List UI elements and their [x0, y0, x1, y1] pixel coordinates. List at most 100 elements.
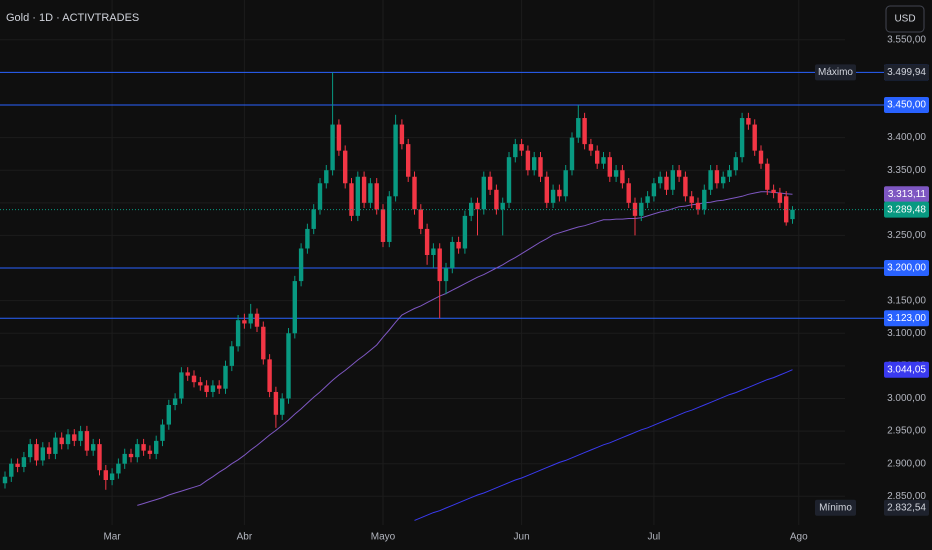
candle-body [368, 183, 373, 203]
candle-body [267, 359, 272, 392]
candle-body [739, 118, 745, 158]
candle-body [582, 118, 587, 145]
x-tick-label: Ago [790, 532, 808, 543]
candle-body [380, 209, 386, 242]
candle-body [714, 170, 720, 184]
candle-body [128, 453, 134, 458]
candle-body [525, 150, 531, 171]
candle-body [292, 281, 297, 334]
candle-body [506, 157, 512, 203]
candle-body [494, 189, 499, 210]
max-marker-text-box [815, 64, 856, 81]
candle-body [500, 202, 505, 210]
candle-body [557, 189, 562, 197]
candle-body [72, 434, 77, 441]
level-label-text: 3.200,00 [887, 263, 926, 274]
candle-body [418, 209, 423, 229]
candle-body [330, 124, 335, 171]
min-marker-label: 2.832,54 [887, 502, 926, 513]
chart-title: Gold · 1D · ACTIVTRADES [6, 12, 139, 24]
candle-body [588, 144, 594, 151]
candle-body [387, 196, 392, 242]
candle-body [752, 124, 757, 151]
candle-body [248, 313, 253, 324]
candle-body [563, 170, 568, 197]
candle-body [758, 150, 764, 164]
candle-body [576, 118, 581, 138]
candle-body [676, 170, 682, 177]
y-tick-label: 2.950,00 [887, 426, 926, 437]
candle-body [374, 183, 379, 210]
level-label-text: 3.123,00 [887, 313, 926, 324]
candle-body [607, 157, 612, 177]
candle-body [305, 228, 310, 249]
last-price-label-box [884, 201, 929, 218]
ma-label-box [884, 186, 929, 203]
candle-body [361, 176, 367, 203]
candle-body [355, 176, 360, 216]
candle-body [708, 170, 713, 190]
candle-body [721, 176, 726, 184]
candle-body [217, 385, 222, 389]
candle-body [689, 196, 694, 203]
x-tick-label: Mar [103, 532, 121, 543]
candle-body [97, 444, 102, 471]
candle-body [639, 202, 644, 216]
candle-body [544, 176, 549, 203]
currency-button-label[interactable]: USD [894, 14, 915, 25]
candle-body [147, 450, 153, 454]
candle-body [538, 157, 543, 177]
max-marker-label: 3.499,94 [887, 67, 926, 78]
candle-body [771, 189, 776, 194]
level-label-box [884, 97, 929, 113]
x-tick-label: Jun [514, 532, 530, 543]
candle-body [229, 346, 234, 366]
candle-body [437, 248, 442, 282]
candle-body [683, 176, 688, 197]
moving-average-line [414, 369, 793, 521]
min-marker-text-box [815, 499, 856, 516]
candle-body [59, 437, 64, 445]
candle-body [298, 248, 304, 282]
candle-body [311, 209, 316, 229]
candle-body [84, 431, 90, 451]
ma-label-box [884, 361, 929, 378]
y-tick-label: 3.100,00 [887, 328, 926, 339]
max-marker-box [884, 64, 929, 81]
candle-body [273, 391, 279, 415]
y-tick-label: 3.250,00 [887, 230, 926, 241]
candle-body [601, 157, 606, 164]
candle-body [406, 144, 411, 177]
candle-body [513, 144, 518, 158]
min-marker-text: Mínimo [819, 502, 852, 513]
candle-body [519, 144, 524, 151]
candle-body [336, 124, 342, 151]
y-tick-label: 3.550,00 [887, 34, 926, 45]
candle-body [28, 444, 33, 458]
currency-button[interactable] [885, 5, 925, 33]
candle-body [15, 463, 20, 467]
level-label-box [884, 260, 929, 277]
candle-body [235, 320, 241, 347]
candle-body [242, 320, 247, 324]
candle-body [532, 157, 537, 171]
candle-body [91, 444, 96, 451]
candle-body [443, 268, 449, 282]
last-price-label-text: 3.289,48 [887, 204, 926, 215]
candle-body [254, 313, 260, 327]
ma-label-text: 3.044,05 [887, 364, 926, 375]
candle-body [116, 463, 121, 474]
candle-body [481, 176, 486, 210]
candle-body [475, 202, 480, 210]
candle-body [210, 385, 216, 392]
candle-body [702, 189, 707, 210]
candle-body [65, 434, 71, 445]
x-tick-label: Jul [648, 532, 661, 543]
candle-body [135, 444, 140, 458]
moving-average-line [137, 191, 793, 506]
y-tick-label: 3.350,00 [887, 165, 926, 176]
candle-body [550, 189, 556, 203]
